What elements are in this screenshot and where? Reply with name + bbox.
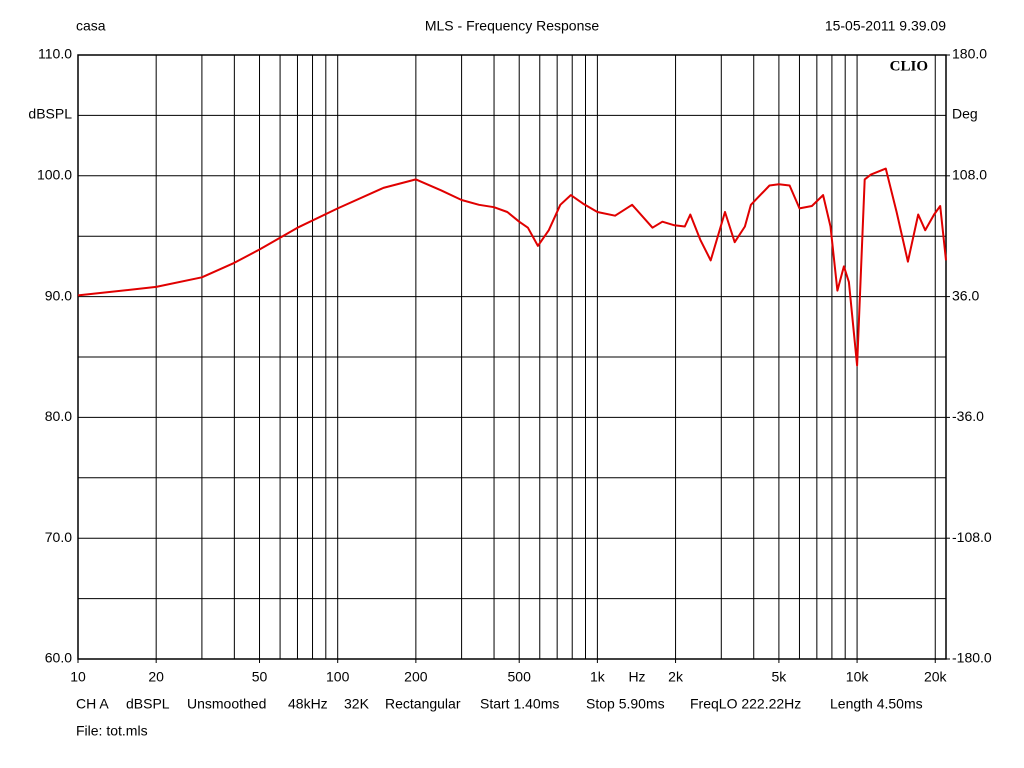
footer-item: 32K [344, 696, 370, 712]
x-tick-label: 100 [326, 669, 350, 685]
footer-item: 48kHz [288, 696, 328, 712]
header-date: 15-05-2011 9.39.09 [825, 18, 946, 34]
footer-item: Length 4.50ms [830, 696, 923, 712]
x-tick-label: 1k [590, 669, 606, 685]
x-tick-label: 500 [508, 669, 532, 685]
x-axis-label: Hz [628, 669, 645, 685]
y2-axis-label: Deg [952, 106, 978, 122]
y-axis-label: dBSPL [28, 106, 72, 122]
footer-item: Stop 5.90ms [586, 696, 665, 712]
x-tick-label: 200 [404, 669, 428, 685]
footer-item: dBSPL [126, 696, 170, 712]
footer-item: Rectangular [385, 696, 461, 712]
footer-item: Start 1.40ms [480, 696, 559, 712]
x-tick-label: 10 [70, 669, 86, 685]
header-left: casa [76, 18, 106, 34]
x-tick-label: 20k [924, 669, 948, 685]
footer-item: Unsmoothed [187, 696, 266, 712]
y-tick-label: 90.0 [45, 287, 72, 303]
x-tick-label: 10k [846, 669, 870, 685]
x-tick-label: 5k [772, 669, 788, 685]
footer-item: FreqLO 222.22Hz [690, 696, 801, 712]
x-tick-label: 20 [148, 669, 164, 685]
chart-title: MLS - Frequency Response [425, 18, 600, 34]
y2-tick-label: -108.0 [952, 529, 992, 545]
y-tick-label: 110.0 [38, 46, 72, 62]
y-tick-label: 80.0 [45, 408, 72, 424]
y-tick-label: 100.0 [37, 167, 72, 183]
x-tick-label: 2k [668, 669, 684, 685]
y2-tick-label: -36.0 [952, 408, 984, 424]
y-tick-label: 70.0 [45, 529, 72, 545]
y2-tick-label: 36.0 [952, 287, 979, 303]
file-label: File: tot.mls [76, 723, 148, 739]
response-line [77, 167, 947, 367]
footer-item: CH A [76, 696, 109, 712]
logo: CLIO [890, 58, 928, 74]
y-tick-label: 60.0 [45, 650, 72, 666]
y2-tick-label: -180.0 [952, 650, 992, 666]
y2-tick-label: 180.0 [952, 46, 987, 62]
x-tick-label: 50 [252, 669, 268, 685]
y2-tick-label: 108.0 [952, 167, 987, 183]
